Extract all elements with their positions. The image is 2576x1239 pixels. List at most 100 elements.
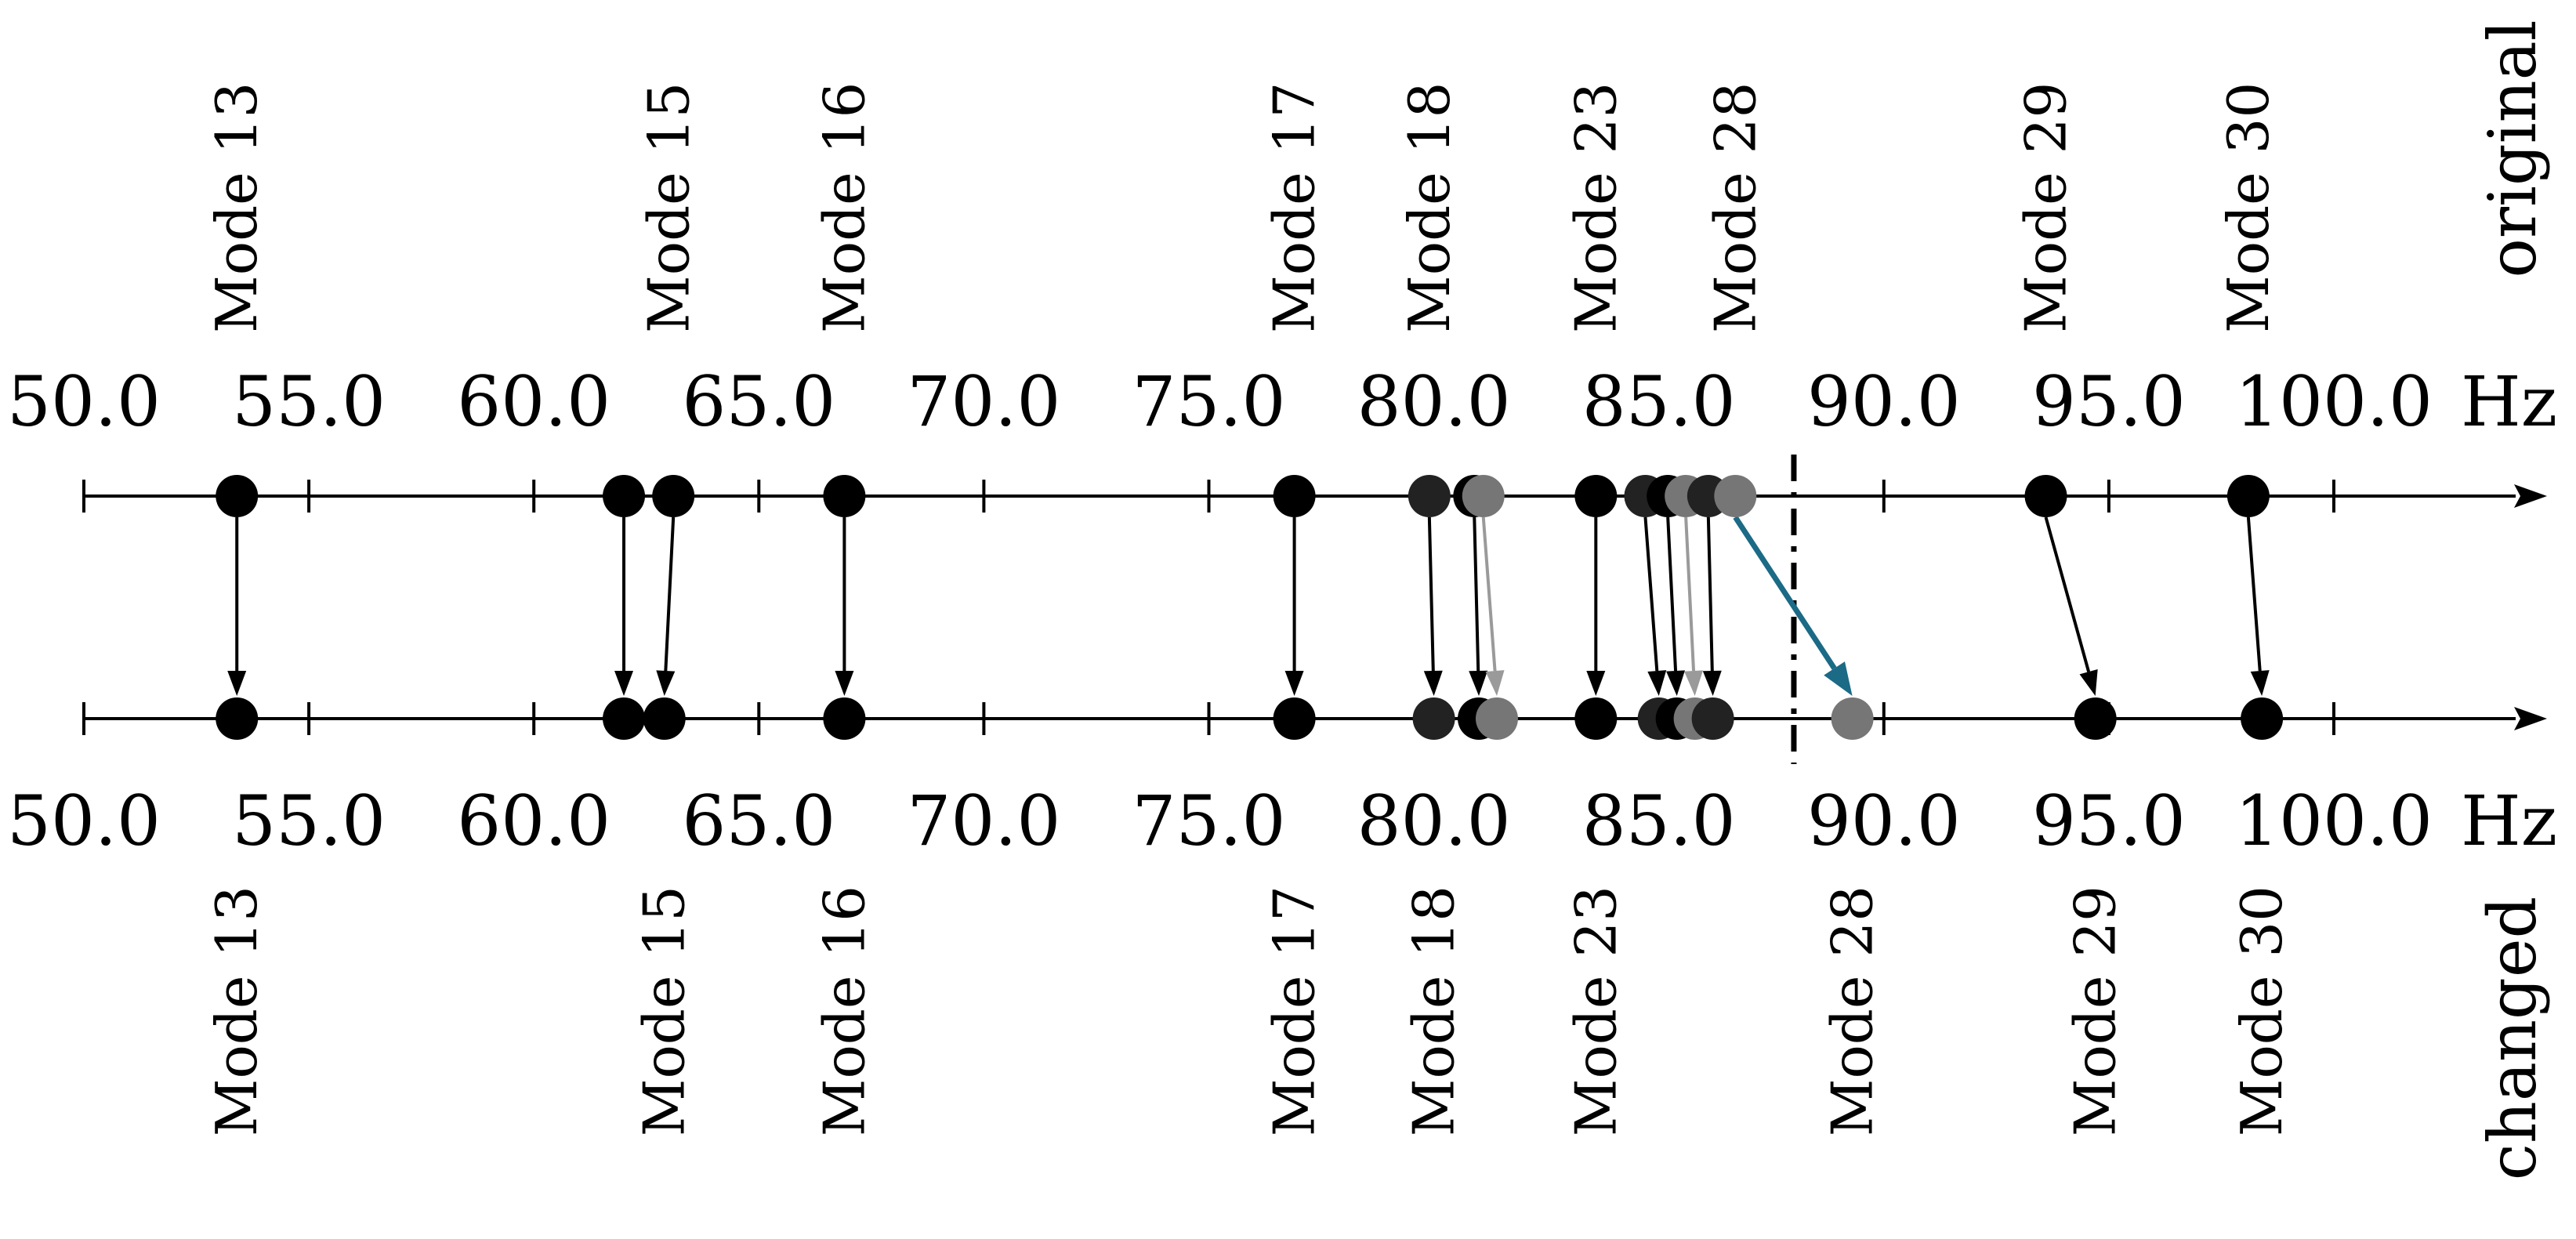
original-mode-point [1714, 475, 1757, 517]
bottom-tick-label: 75.0 [1132, 781, 1286, 861]
top-tick-label: 65.0 [682, 361, 835, 442]
changed-mode-label: Mode 13 [204, 886, 270, 1136]
changed-mode-label: Mode 28 [1820, 886, 1886, 1136]
bottom-tick-label: 85.0 [1582, 781, 1736, 861]
mode-points [216, 475, 2284, 740]
arrowhead [1824, 661, 1853, 696]
original-mode-label: Mode 23 [1563, 82, 1629, 333]
arrowhead [656, 670, 676, 696]
original-mode-label: Mode 16 [811, 82, 877, 333]
mode-shift-arrows [227, 516, 2270, 696]
changed-mode-label: Mode 16 [811, 886, 877, 1136]
mode-labels: Mode 13 Mode 15 Mode 16 Mode 17 Mode 18 Mode … [204, 82, 2295, 1137]
bottom-tick-label: 95.0 [2032, 781, 2186, 861]
changed-mode-point [1574, 697, 1618, 740]
arrowhead [1284, 671, 1304, 696]
arrowhead [1666, 670, 1686, 696]
original-mode-point [216, 475, 259, 517]
top-tick-label: 55.0 [232, 361, 386, 442]
original-mode-point [603, 475, 646, 517]
arrowhead [614, 671, 634, 696]
top-tick-label: 60.0 [457, 361, 610, 442]
arrowhead [1684, 670, 1704, 696]
changed-mode-point [1691, 697, 1734, 740]
changed-mode-point [216, 697, 259, 740]
bottom-tick-label: 70.0 [907, 781, 1060, 861]
changed-mode-point [2241, 697, 2284, 740]
bottom-tick-label: 50.0 [7, 781, 161, 861]
shift-arrow [1481, 516, 1497, 672]
arrowhead [1423, 670, 1443, 696]
shift-arrow [1427, 516, 1435, 672]
bottom-tick-labels: 50.0 55.0 60.0 65.0 70.0 75.0 80.0 85.0 90.0 95.0… [7, 781, 2433, 861]
arrowhead [835, 671, 854, 696]
arrowhead [1469, 670, 1488, 696]
changed-mode-label: Mode 17 [1262, 886, 1328, 1136]
shift-arrow [1706, 516, 1714, 672]
top-axis-arrowhead [2514, 484, 2547, 508]
changed-mode-point [643, 697, 686, 740]
original-mode-point [2024, 475, 2067, 517]
original-mode-label: Mode 18 [1397, 82, 1462, 333]
changed-mode-label: Mode 18 [1401, 886, 1467, 1136]
changed-mode-point [1412, 697, 1455, 740]
top-tick-label: 70.0 [907, 361, 1060, 442]
bottom-tick-label: 60.0 [457, 781, 610, 861]
shift-arrow [2044, 516, 2091, 672]
arrowhead [2250, 670, 2270, 696]
bottom-tick-label: 80.0 [1357, 781, 1511, 861]
top-tick-label: 100.0 [2235, 361, 2433, 442]
top-tick-label: 50.0 [7, 361, 161, 442]
bottom-unit-label: Hz [2461, 781, 2557, 861]
original-mode-point [1462, 475, 1505, 517]
shift-arrow [664, 516, 676, 672]
changed-mode-label: Mode 15 [632, 886, 697, 1136]
bottom-axis-arrowhead [2514, 707, 2547, 730]
top-unit-label: Hz [2461, 361, 2557, 442]
changed-mode-point [603, 697, 646, 740]
shift-arrow [1684, 516, 1696, 672]
original-mode-label: Mode 29 [2013, 82, 2079, 333]
original-mode-point [2226, 475, 2270, 517]
original-mode-point [1273, 475, 1316, 517]
top-tick-label: 80.0 [1357, 361, 1511, 442]
original-mode-label: Mode 15 [636, 82, 701, 333]
top-tick-label: 75.0 [1132, 361, 1286, 442]
axis-title-changed: changed [2474, 897, 2551, 1181]
original-mode-point [1408, 475, 1451, 517]
changed-mode-point [1273, 697, 1316, 740]
arrowhead [1702, 670, 1722, 696]
original-mode-label: Mode 13 [204, 82, 270, 333]
original-mode-point [1574, 475, 1618, 517]
original-mode-label: Mode 17 [1262, 82, 1328, 333]
changed-mode-point [1831, 697, 1874, 740]
changed-mode-label: Mode 29 [2063, 886, 2129, 1136]
highlight-shift-arrow [1733, 516, 1837, 670]
top-tick-label: 90.0 [1807, 361, 1961, 442]
arrowhead [1586, 671, 1606, 696]
shift-arrow [1473, 516, 1480, 672]
shift-arrow [2246, 516, 2262, 672]
changed-mode-point [2074, 697, 2117, 740]
bottom-tick-label: 100.0 [2235, 781, 2433, 861]
top-tick-labels: 50.0 55.0 60.0 65.0 70.0 75.0 80.0 85.0 90.0 95.0… [7, 361, 2433, 442]
original-mode-label: Mode 28 [1702, 82, 1768, 333]
changed-mode-label: Mode 23 [1563, 886, 1629, 1136]
original-mode-point [823, 475, 866, 517]
changed-mode-point [823, 697, 866, 740]
shift-arrow [1666, 516, 1678, 672]
axis-title-original: original [2474, 20, 2551, 277]
arrowhead [1485, 670, 1505, 696]
top-tick-label: 85.0 [1582, 361, 1736, 442]
bottom-tick-label: 90.0 [1807, 781, 1961, 861]
original-mode-point [652, 475, 695, 517]
original-mode-label: Mode 30 [2216, 82, 2281, 333]
changed-mode-point [1475, 697, 1518, 740]
bottom-tick-label: 55.0 [232, 781, 386, 861]
arrowhead [1647, 670, 1667, 696]
arrowhead [2079, 668, 2098, 696]
bottom-tick-label: 65.0 [682, 781, 835, 861]
changed-mode-label: Mode 30 [2229, 886, 2295, 1136]
shift-arrow [1643, 516, 1659, 672]
